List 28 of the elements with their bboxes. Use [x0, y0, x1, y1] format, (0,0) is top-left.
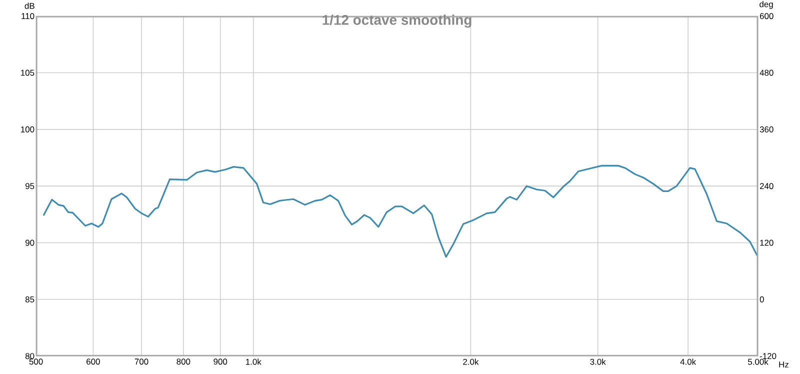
y2-tick-label: 480 — [760, 70, 774, 76]
y-tick-label: 80 — [25, 353, 34, 360]
y-axis-title: dB — [24, 2, 34, 9]
y-tick-label: 110 — [22, 13, 34, 20]
y2-tick-label: -120 — [760, 353, 776, 360]
x-tick-label: 700 — [134, 358, 148, 365]
y-tick-label: 90 — [25, 240, 34, 246]
y2-tick-label: 0 — [760, 296, 764, 302]
y-tick-label: 100 — [21, 126, 34, 132]
chart-title: 1/12 octave smoothing — [322, 14, 472, 28]
y-tick-label: 105 — [21, 70, 34, 76]
x-tick-label: 1.0k — [246, 358, 262, 365]
y-tick-label: 85 — [25, 296, 34, 302]
y2-tick-label: 240 — [760, 183, 774, 190]
y-tick-label: 95 — [25, 183, 34, 190]
x-tick-label: 3.0k — [590, 358, 606, 365]
x-tick-label: 500 — [29, 358, 43, 365]
x-tick-label: 600 — [86, 358, 100, 365]
x-tick-label: 2.0k — [463, 358, 479, 365]
y2-tick-label: 360 — [760, 126, 774, 132]
x-tick-label: 4.0k — [680, 358, 696, 365]
x-tick-label: 900 — [214, 358, 228, 365]
x-tick-label: 800 — [176, 358, 190, 365]
y2-tick-label: 120 — [760, 240, 774, 246]
y2-tick-label: 600 — [760, 13, 774, 20]
x-tick-label: 5.00k — [748, 358, 768, 365]
x-axis-title: Hz — [779, 362, 788, 368]
y2-axis-title: deg — [760, 0, 773, 9]
